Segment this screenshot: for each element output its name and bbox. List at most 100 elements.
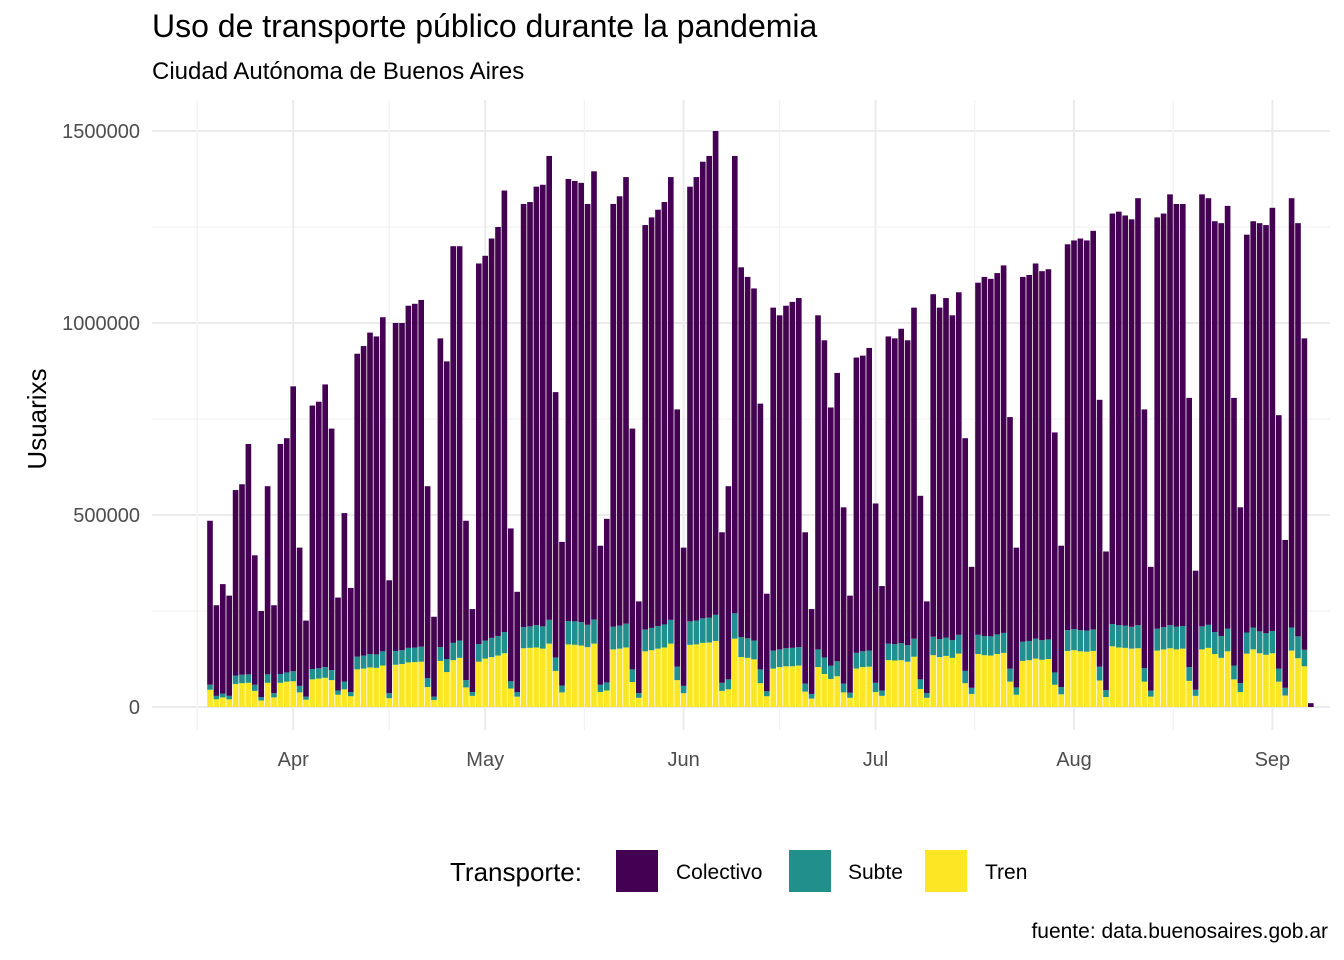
bar-tren [1275, 681, 1282, 707]
bar-colectivo [527, 202, 533, 627]
bar-subte [1269, 630, 1276, 654]
bar-tren [719, 690, 725, 707]
bar-subte [955, 634, 962, 654]
bar-colectivo [1282, 539, 1289, 688]
bar-tren [1243, 653, 1250, 707]
bar-colectivo [975, 282, 981, 635]
y-tick-label: 500000 [73, 505, 140, 527]
legend-label-colectivo: Colectivo [676, 861, 762, 884]
bar-subte [981, 635, 988, 656]
bar-subte [1115, 625, 1122, 648]
bar-tren [597, 692, 604, 707]
bar-tren [277, 682, 284, 707]
bar-subte [1167, 625, 1173, 649]
bar-subte [763, 691, 770, 697]
bar-tren [1173, 649, 1180, 707]
bar-subte [347, 692, 354, 697]
bar-tren [680, 693, 687, 707]
bar-colectivo [930, 294, 937, 637]
bar-tren [1128, 648, 1135, 707]
bar-subte [418, 646, 425, 662]
bar-subte [411, 647, 418, 663]
bar-subte [968, 687, 975, 694]
bar-colectivo [1288, 198, 1295, 628]
bar-colectivo [917, 495, 924, 680]
bar-tren [1231, 679, 1237, 707]
bar-tren [1058, 694, 1065, 707]
bar-subte [616, 625, 623, 649]
bar-subte [341, 681, 348, 690]
bar-colectivo [450, 246, 457, 643]
bar-colectivo [610, 203, 617, 627]
bar-subte [1231, 665, 1237, 680]
bar-subte [661, 624, 668, 648]
legend-swatch-subte [789, 850, 831, 892]
bar-tren [1199, 649, 1205, 707]
bar-subte [815, 649, 821, 668]
bar-colectivo [1167, 194, 1173, 626]
bar-tren [1154, 650, 1161, 707]
bar-subte [584, 624, 591, 648]
bar-tren [725, 689, 732, 707]
bar-tren [264, 682, 271, 707]
bar-colectivo [738, 267, 745, 638]
bar-tren [866, 666, 873, 707]
bar-subte [1013, 687, 1020, 695]
bar-tren [1218, 657, 1225, 707]
bar-subte [290, 671, 297, 682]
bar-tren [853, 668, 860, 707]
bar-tren [1103, 697, 1109, 707]
bar-tren [661, 647, 668, 707]
bar-colectivo [706, 155, 713, 618]
bar-colectivo [1192, 570, 1199, 690]
bar-subte [296, 685, 303, 693]
bar-tren [392, 664, 399, 707]
legend-swatch-tren [925, 850, 967, 892]
bar-tren [770, 668, 777, 707]
bar-tren [789, 666, 796, 707]
bar-colectivo [1275, 415, 1282, 669]
bar-subte [1256, 631, 1263, 654]
x-tick-label: Apr [278, 749, 309, 771]
bar-colectivo [219, 584, 226, 694]
bar-colectivo [367, 332, 373, 655]
bar-colectivo [207, 520, 213, 685]
bar-colectivo [955, 292, 962, 635]
bar-colectivo [1026, 275, 1033, 641]
bar-colectivo [571, 180, 578, 622]
bar-colectivo [872, 503, 879, 683]
bar-subte [917, 679, 924, 689]
x-tick-label: Sep [1255, 749, 1291, 771]
x-tick-label: Aug [1056, 749, 1092, 771]
bar-tren [776, 667, 783, 707]
bar-subte [808, 693, 815, 699]
bar-subte [514, 692, 521, 697]
bar-tren [872, 692, 879, 707]
bar-tren [904, 661, 911, 707]
bar-colectivo [1013, 547, 1020, 688]
bar-colectivo [1135, 198, 1141, 626]
bar-tren [815, 667, 821, 707]
bar-subte [1154, 628, 1161, 651]
legend-label-subte: Subte [848, 861, 903, 884]
bar-tren [1013, 694, 1020, 707]
bar-subte [469, 692, 476, 696]
bar-subte [1103, 690, 1109, 698]
bar-subte [379, 651, 386, 666]
bar-colectivo [1186, 397, 1193, 668]
bar-tren [616, 648, 623, 707]
bar-colectivo [424, 486, 431, 679]
bar-subte [911, 638, 917, 657]
bar-subte [565, 620, 572, 645]
bar-tren [1077, 651, 1084, 707]
bar-subte [1275, 668, 1282, 682]
bar-tren [245, 682, 252, 707]
bar-colectivo [475, 263, 482, 645]
bar-tren [1064, 650, 1071, 707]
bar-colectivo [1263, 225, 1269, 634]
bar-colectivo [565, 179, 572, 621]
bar-subte [680, 685, 687, 694]
bar-tren [834, 676, 841, 707]
bar-tren [802, 691, 809, 707]
